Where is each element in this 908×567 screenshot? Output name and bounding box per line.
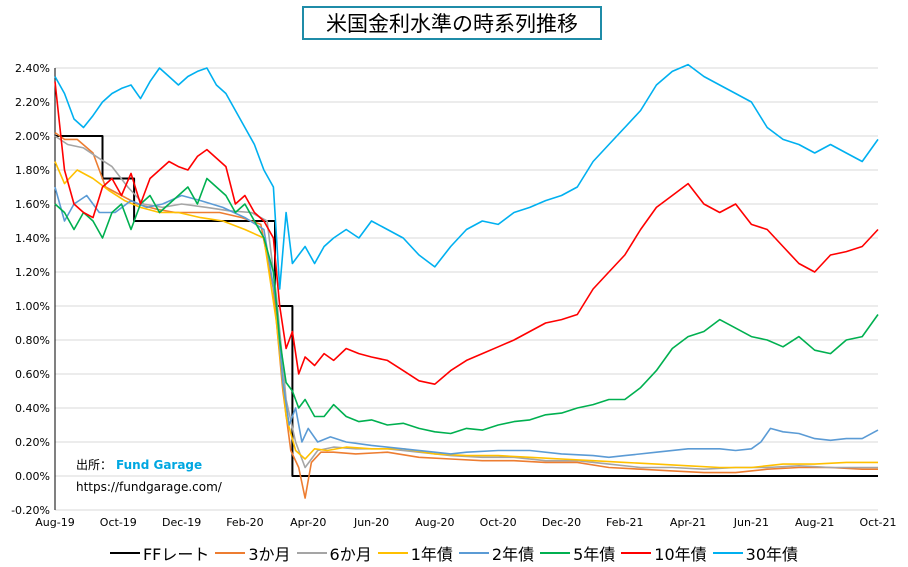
x-tick-label: Jun-21 [733,516,769,529]
legend-item: 6か月 [296,541,372,565]
legend-swatch [296,552,327,554]
x-tick-label: Oct-21 [860,516,897,529]
legend-label: 3か月 [248,545,291,564]
y-tick-label: 0.80% [15,334,50,347]
y-axis: -0.20% 0.00% 0.20% 0.40% 0.60% 0.80% 1.00% 1.20… [11,62,50,517]
y-tick-label: 1.00% [15,300,50,313]
x-tick-label: Dec-20 [542,516,581,529]
x-axis: Aug-19 Oct-19 Dec-19 Feb-20 Apr-20 Jun-20 Aug-… [35,68,897,529]
series-lines [54,63,879,499]
legend-item: 3か月 [215,541,291,565]
y-tick-label: 2.40% [15,62,50,75]
source-note: 出所： Fund Garage https://fundgarage.com/ [76,457,222,495]
legend-item: 5年債 [540,541,615,565]
x-tick-label: Oct-19 [100,516,137,529]
series-line-5 [54,177,879,435]
legend-label: 10年債 [654,545,707,564]
series-line-3 [54,161,878,469]
legend-item: FFレート [109,541,210,565]
x-tick-label: Aug-21 [795,516,834,529]
y-tick-label: 1.20% [15,266,50,279]
chart-title: 米国金利水準の時系列推移 [302,6,602,40]
y-tick-label: 0.00% [15,470,50,483]
legend-item: 1年債 [377,541,453,565]
legend-label: 2年債 [491,545,535,564]
legend-label: 1年債 [410,545,453,564]
legend-swatch [215,552,246,554]
legend-item: 30年債 [712,541,799,565]
legend-label: FFレート [142,545,210,564]
x-tick-label: Aug-20 [415,516,454,529]
legend-swatch [377,552,408,554]
source-url: https://fundgarage.com/ [76,480,222,494]
y-tick-label: 1.60% [15,198,50,211]
y-tick-label: 0.40% [15,402,50,415]
x-tick-label: Jun-20 [353,516,389,529]
series-line-2 [54,135,878,471]
chart-title-text: 米国金利水準の時系列推移 [326,12,578,36]
legend-swatch [458,552,489,554]
series-line-6 [54,81,879,386]
x-tick-label: Oct-20 [480,516,517,529]
y-tick-label: 2.00% [15,130,50,143]
x-tick-label: Dec-19 [162,516,201,529]
source-label: 出所： [76,458,113,472]
series-line-1 [54,131,878,499]
series-line-4 [54,186,879,459]
y-tick-label: 1.40% [15,232,50,245]
y-tick-label: 2.20% [15,96,50,109]
x-tick-label: Apr-20 [290,516,326,529]
y-tick-label: 1.80% [15,164,50,177]
legend-swatch [712,552,743,554]
legend-swatch [540,552,571,554]
x-tick-label: Aug-19 [35,516,74,529]
legend-item: 2年債 [458,541,535,565]
source-brand: Fund Garage [116,458,203,472]
y-tick-label: -0.20% [11,504,50,517]
legend: FFレート 3か月 6か月 1年債 2年債 5年債 10年債 30年債 [0,541,908,565]
x-tick-label: Feb-21 [606,516,643,529]
legend-label: 5年債 [573,545,616,564]
y-tick-label: 0.60% [15,368,50,381]
legend-label: 30年債 [745,545,799,564]
grid [55,67,878,511]
x-tick-label: Apr-21 [670,516,706,529]
y-tick-label: 0.20% [15,436,50,449]
legend-swatch [109,552,140,554]
legend-label: 6か月 [329,545,372,564]
x-tick-label: Feb-20 [226,516,263,529]
legend-item: 10年債 [621,541,707,565]
series-line-7 [54,63,879,290]
legend-swatch [621,552,652,554]
